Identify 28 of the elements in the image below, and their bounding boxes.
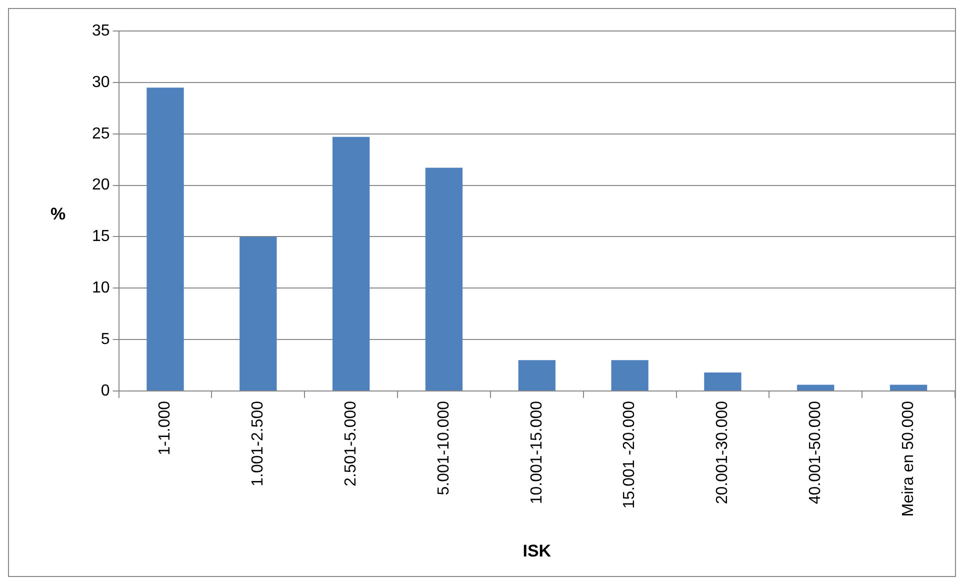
x-axis-title: ISK (522, 541, 552, 560)
x-tick-label: Meira en 50.000 (900, 400, 917, 517)
x-tick-label: 1-1.000 (156, 400, 174, 456)
y-tick-label: 35 (92, 22, 110, 40)
y-tick-label: 25 (92, 125, 110, 142)
x-tick-label: 1.001-2.500 (250, 400, 267, 486)
y-tick-label: 20 (92, 176, 110, 194)
bar (518, 360, 556, 390)
bar (425, 168, 463, 390)
y-tick-label: 5 (100, 330, 110, 348)
bar (146, 88, 184, 390)
x-tick-label: 20.001-30.000 (714, 400, 732, 504)
y-tick-label: 10 (92, 280, 110, 297)
y-tick-label: 30 (92, 74, 110, 91)
bar (890, 384, 928, 390)
x-tick-label: 15.001 -20.000 (621, 400, 638, 509)
bar (332, 136, 370, 390)
bar (704, 372, 742, 390)
y-axis-title: % (50, 204, 66, 224)
x-tick-label: 40.001-50.000 (807, 400, 824, 504)
x-tick-label: 10.001-15.000 (528, 400, 546, 504)
y-tick-label: 15 (92, 228, 110, 246)
bar (611, 360, 648, 390)
bar (797, 384, 834, 390)
y-tick-label: 0 (100, 382, 110, 400)
x-tick-label: 2.501-5.000 (342, 400, 360, 486)
x-tick-label: 5.001-10.000 (435, 400, 452, 496)
bar (240, 236, 277, 390)
